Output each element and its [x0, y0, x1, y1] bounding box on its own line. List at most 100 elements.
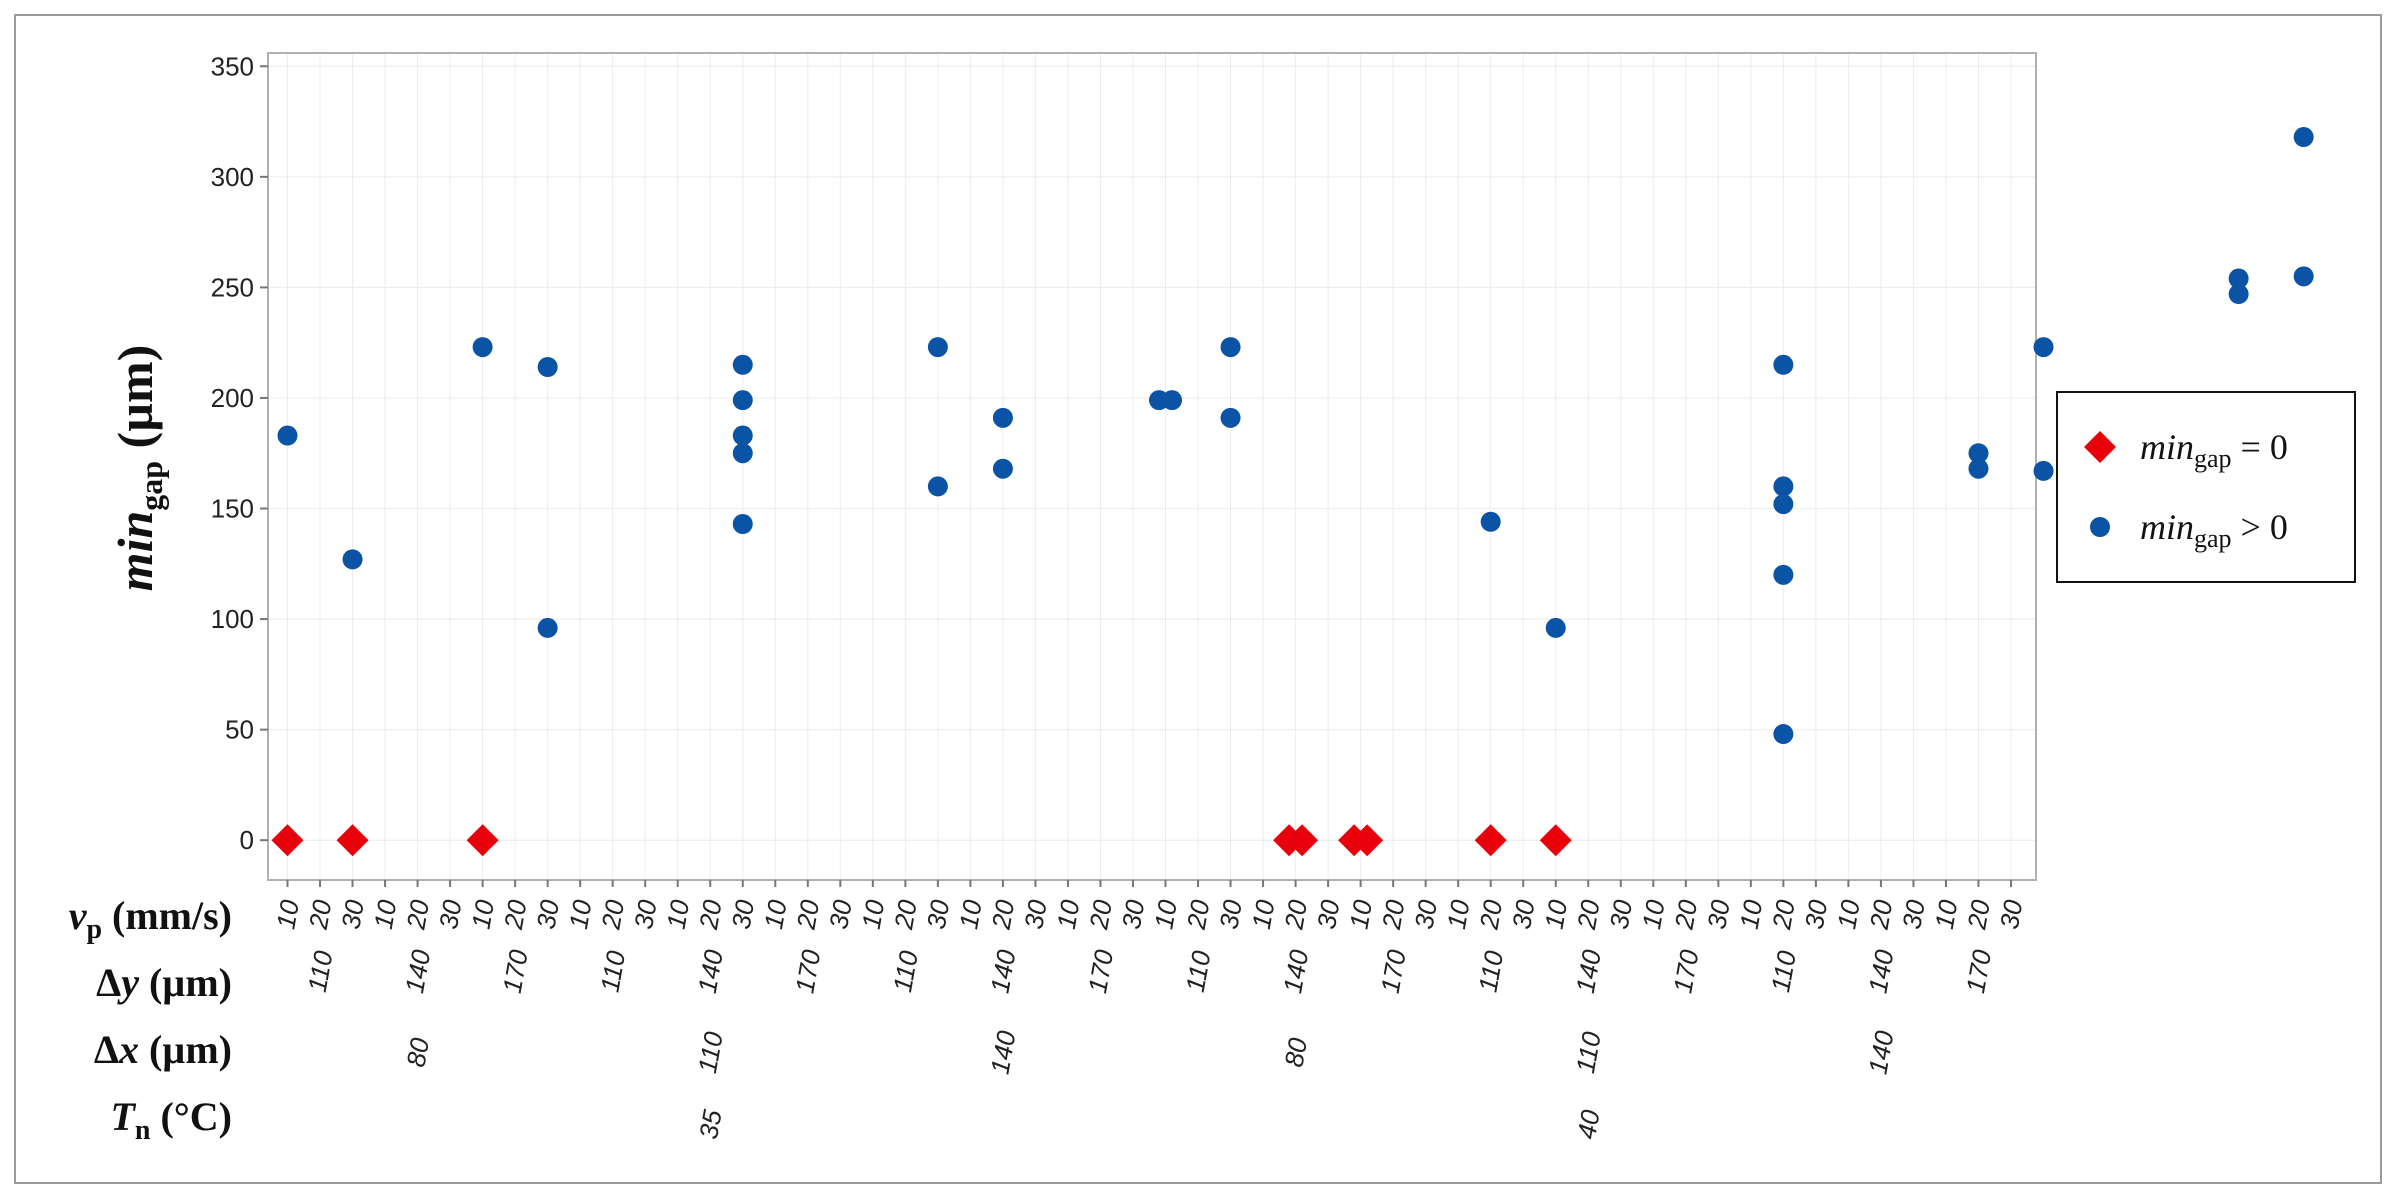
legend-box: [2056, 391, 2356, 583]
x-tick-label-dx: 80: [400, 1035, 435, 1069]
y-tick-label: 0: [240, 825, 254, 855]
x-tick-label-dy: 140: [399, 947, 436, 995]
y-axis: 0 50 100 150 200 250 300 350 mingap (µm): [107, 51, 268, 855]
x-tick-label-vp: 30: [1311, 897, 1346, 931]
point-positive: [2033, 460, 2054, 481]
x-tick-label-vp: 10: [1539, 897, 1574, 931]
point-positive: [537, 356, 558, 377]
x-tick-label-vp: 30: [1994, 897, 2029, 931]
x-tick-label-vp: 20: [303, 897, 338, 932]
x-tick-label-vp: 20: [1376, 897, 1411, 932]
x-tick-label-vp: 10: [1246, 897, 1281, 931]
point-positive: [277, 425, 298, 446]
x-tick-label-vp: 20: [1668, 897, 1703, 932]
point-zero: [466, 824, 499, 857]
x-tick-label-vp: 30: [1213, 897, 1248, 931]
x-tick-label-vp: 10: [856, 897, 891, 931]
x-axis: 1020301020301020301020301020301020301020…: [270, 880, 2029, 1141]
point-positive: [1162, 390, 1183, 411]
factor-name-dy: Δy (µm): [96, 960, 232, 1005]
x-tick-label-vp: 20: [1766, 897, 1801, 932]
legend-label-zero: mingap = 0: [2140, 427, 2288, 473]
point-zero: [336, 824, 369, 857]
x-tick-label-dx: 140: [985, 1028, 1022, 1076]
factor-name-dx: Δx (µm): [94, 1027, 232, 1072]
x-tick-label-vp: 20: [693, 897, 728, 932]
x-tick-label-tn: 35: [693, 1107, 728, 1141]
x-tick-label-dy: 110: [1180, 948, 1217, 995]
x-tick-label-vp: 10: [661, 897, 696, 931]
x-tick-label-vp: 30: [1116, 897, 1151, 931]
x-tick-label-dy: 170: [789, 947, 826, 995]
y-tick-label: 150: [211, 494, 254, 524]
point-positive: [927, 337, 948, 358]
point-positive: [732, 443, 753, 464]
x-tick-label-dy: 110: [1472, 948, 1509, 995]
point-positive: [2228, 268, 2249, 289]
point-positive: [1220, 337, 1241, 358]
point-positive: [2293, 266, 2314, 287]
x-tick-label-dy: 140: [1863, 947, 1900, 995]
x-tick-label-vp: 20: [1278, 897, 1313, 932]
point-positive: [2228, 284, 2249, 305]
point-positive: [342, 549, 363, 570]
x-tick-label-vp: 20: [595, 897, 630, 932]
x-tick-label-vp: 30: [335, 897, 370, 931]
point-positive: [1773, 724, 1794, 745]
x-tick-label-dy: 110: [302, 948, 339, 995]
x-tick-label-dy: 140: [1277, 947, 1314, 995]
legend-marker-zero: [2084, 431, 2116, 463]
x-tick-label-vp: 10: [270, 897, 305, 931]
x-tick-label-vp: 10: [465, 897, 500, 931]
x-tick-label-vp: 30: [1018, 897, 1053, 931]
x-tick-label-vp: 10: [1343, 897, 1378, 931]
point-positive: [927, 476, 948, 497]
x-tick-label-vp: 30: [1604, 897, 1639, 931]
x-tick-label-vp: 30: [531, 897, 566, 931]
point-positive: [732, 390, 753, 411]
point-positive: [1773, 494, 1794, 515]
y-tick-label: 50: [225, 715, 254, 745]
x-tick-label-vp: 30: [823, 897, 858, 931]
legend-label-positive: mingap > 0: [2140, 507, 2288, 553]
point-positive: [732, 513, 753, 534]
x-tick-label-vp: 10: [563, 897, 598, 931]
x-tick-label-dy: 140: [692, 947, 729, 995]
x-tick-label-dy: 170: [1375, 947, 1412, 995]
x-tick-label-dx: 140: [1863, 1028, 1900, 1076]
point-zero: [1351, 824, 1384, 857]
point-zero: [1539, 824, 1572, 857]
point-positive: [992, 458, 1013, 479]
x-tick-label-vp: 20: [1571, 897, 1606, 932]
x-tick-label-vp: 20: [498, 897, 533, 932]
point-positive: [1480, 511, 1501, 532]
x-tick-label-vp: 30: [921, 897, 956, 931]
x-tick-label-dx: 110: [692, 1029, 729, 1076]
point-positive: [1968, 458, 1989, 479]
x-tick-label-vp: 20: [888, 897, 923, 932]
factor-labels: vp (mm/s) Δy (µm) Δx (µm) Tn (°C): [69, 893, 232, 1146]
point-zero: [271, 824, 304, 857]
x-tick-label-vp: 30: [726, 897, 761, 931]
chart-frame: [14, 14, 2382, 1184]
x-tick-label-vp: 10: [1051, 897, 1086, 931]
point-positive: [472, 337, 493, 358]
x-tick-label-dy: 170: [1082, 947, 1119, 995]
point-zero: [1286, 824, 1319, 857]
x-tick-label-vp: 20: [1961, 897, 1996, 932]
x-tick-label-vp: 10: [1148, 897, 1183, 931]
x-tick-label-vp: 10: [1441, 897, 1476, 931]
x-tick-label-vp: 20: [790, 897, 825, 932]
x-tick-label-dy: 110: [887, 948, 924, 995]
x-tick-label-vp: 10: [1734, 897, 1769, 931]
x-tick-label-dy: 110: [594, 948, 631, 995]
point-positive: [732, 425, 753, 446]
point-positive: [1773, 564, 1794, 585]
point-zero: [1474, 824, 1507, 857]
y-tick-label: 350: [211, 51, 254, 81]
x-tick-label-dy: 170: [497, 947, 534, 995]
y-tick-label: 100: [211, 604, 254, 634]
x-tick-label-vp: 20: [986, 897, 1021, 932]
y-tick-label: 250: [211, 272, 254, 302]
